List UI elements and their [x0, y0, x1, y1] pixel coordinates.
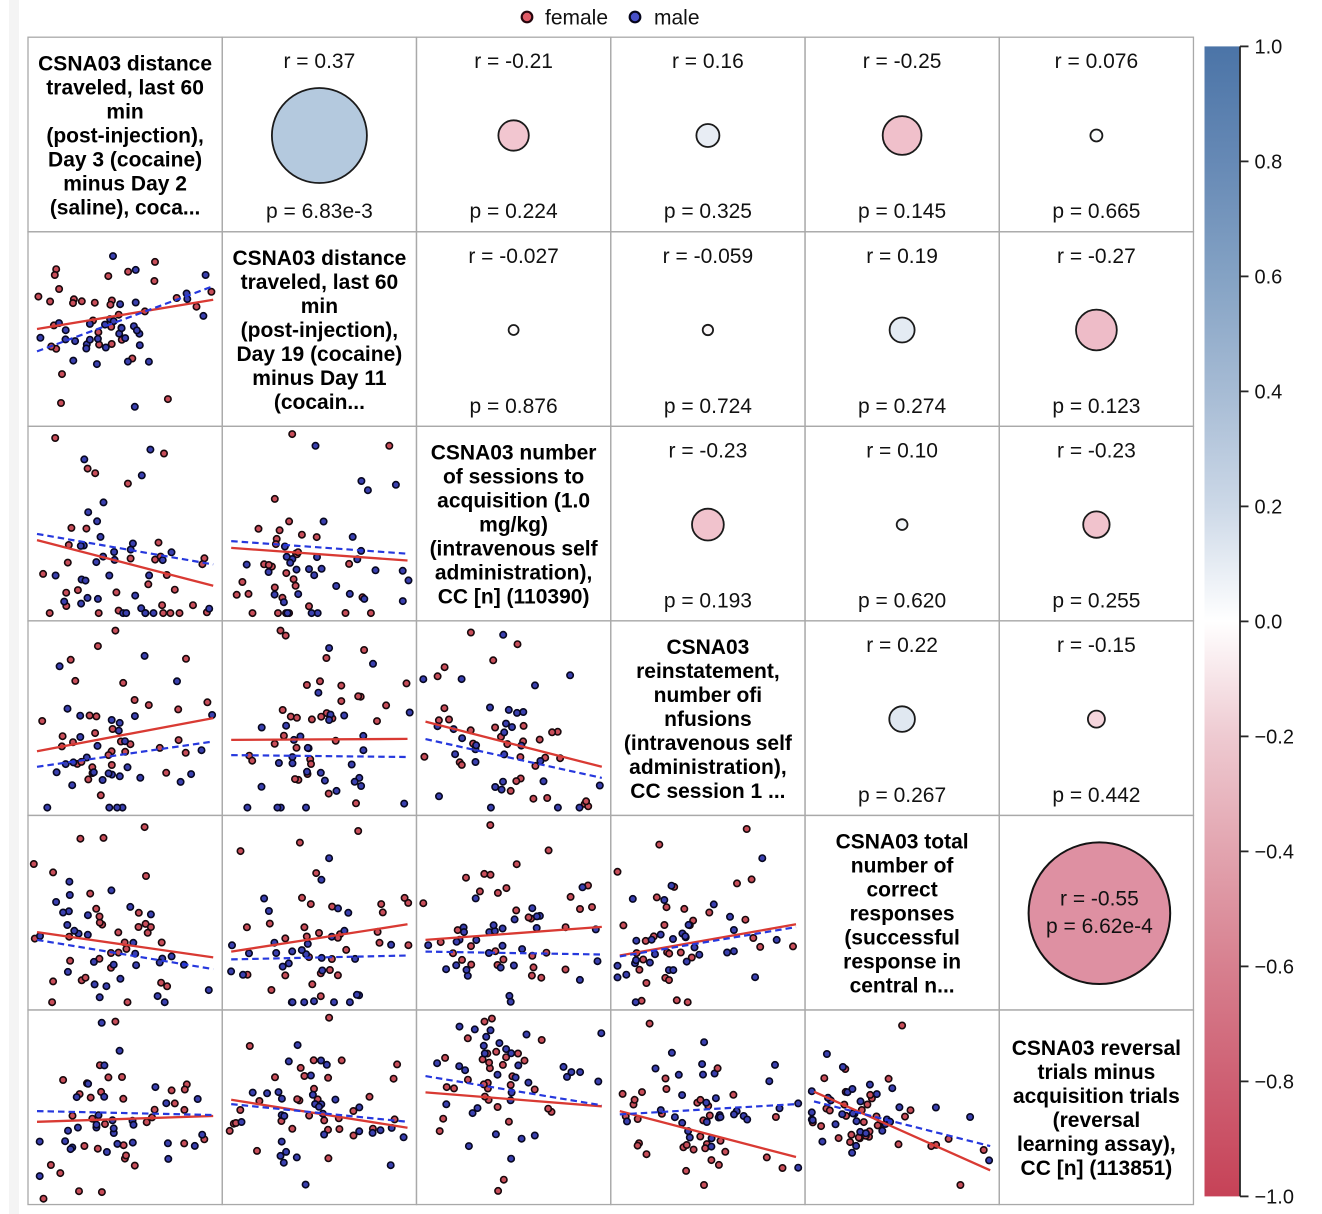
svg-text:p = 0.876: p = 0.876 [470, 395, 558, 418]
svg-text:r = 0.37: r = 0.37 [283, 50, 355, 73]
svg-text:p = 0.193: p = 0.193 [664, 589, 752, 612]
svg-text:r = -0.55: r = -0.55 [1060, 888, 1139, 911]
svg-text:p = 6.62e-4: p = 6.62e-4 [1046, 915, 1153, 938]
svg-text:r = -0.25: r = -0.25 [863, 50, 942, 73]
svg-text:−0.2: −0.2 [1255, 727, 1294, 749]
svg-text:0.6: 0.6 [1255, 267, 1283, 289]
svg-text:−0.6: −0.6 [1255, 957, 1294, 979]
svg-text:r = -0.059: r = -0.059 [663, 245, 753, 268]
svg-text:r = -0.21: r = -0.21 [474, 50, 553, 73]
svg-text:p = 6.83e-3: p = 6.83e-3 [266, 200, 373, 223]
svg-text:r = 0.076: r = 0.076 [1055, 50, 1138, 73]
svg-text:p = 0.267: p = 0.267 [858, 784, 946, 807]
svg-text:r = 0.22: r = 0.22 [866, 634, 938, 657]
svg-text:1.0: 1.0 [1255, 37, 1283, 59]
svg-text:r = 0.10: r = 0.10 [866, 439, 938, 462]
svg-text:r = -0.027: r = -0.027 [468, 245, 558, 268]
svg-text:0.4: 0.4 [1255, 382, 1283, 404]
svg-text:p = 0.255: p = 0.255 [1052, 589, 1140, 612]
svg-text:−1.0: −1.0 [1255, 1187, 1294, 1209]
svg-text:p = 0.145: p = 0.145 [858, 200, 946, 223]
svg-text:−0.8: −0.8 [1255, 1072, 1294, 1094]
svg-text:r = -0.27: r = -0.27 [1057, 245, 1136, 268]
svg-text:r = -0.15: r = -0.15 [1057, 634, 1136, 657]
svg-text:p = 0.325: p = 0.325 [664, 200, 752, 223]
svg-text:p = 0.224: p = 0.224 [470, 200, 558, 223]
svg-text:0.8: 0.8 [1255, 152, 1283, 174]
svg-text:p = 0.123: p = 0.123 [1052, 395, 1140, 418]
svg-text:r = 0.19: r = 0.19 [866, 245, 938, 268]
svg-text:r = -0.23: r = -0.23 [1057, 439, 1136, 462]
svg-text:male: male [654, 7, 700, 30]
svg-text:p = 0.274: p = 0.274 [858, 395, 946, 418]
svg-text:p = 0.665: p = 0.665 [1052, 200, 1140, 223]
svg-text:r = 0.16: r = 0.16 [672, 50, 744, 73]
svg-text:0.0: 0.0 [1255, 612, 1283, 634]
svg-text:0.2: 0.2 [1255, 497, 1283, 519]
svg-text:p = 0.620: p = 0.620 [858, 589, 946, 612]
svg-text:p = 0.442: p = 0.442 [1052, 784, 1140, 807]
svg-text:r = -0.23: r = -0.23 [669, 439, 748, 462]
svg-text:p = 0.724: p = 0.724 [664, 395, 752, 418]
svg-text:−0.4: −0.4 [1255, 842, 1294, 864]
svg-text:female: female [545, 7, 608, 30]
